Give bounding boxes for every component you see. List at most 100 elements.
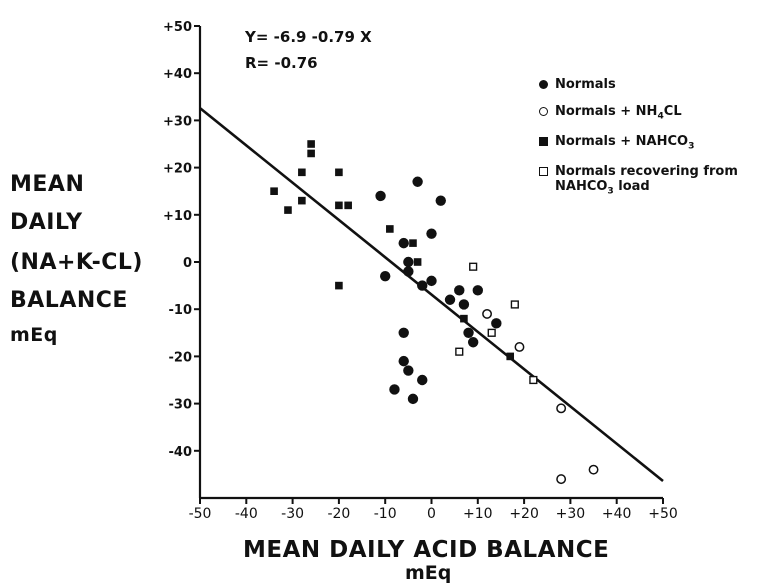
normals-point bbox=[444, 294, 456, 305]
normals-point bbox=[417, 374, 428, 386]
nahco3-point bbox=[460, 314, 468, 323]
legend-label-suffix: CL bbox=[663, 104, 682, 119]
y-tick-label: +30 bbox=[163, 114, 192, 129]
normals-point bbox=[398, 327, 409, 338]
correlation-coefficient: R= -0.76 bbox=[245, 54, 318, 72]
legend-subscript: 3 bbox=[607, 186, 614, 197]
x-axis-label: MEAN DAILY ACID BALANCE bbox=[243, 537, 610, 563]
nh4cl-point bbox=[556, 403, 567, 414]
normals-point bbox=[435, 195, 446, 206]
x-tick-label: -20 bbox=[327, 506, 350, 522]
nahco3-point bbox=[386, 225, 394, 233]
regression-line bbox=[199, 107, 664, 483]
nahco3-point bbox=[298, 196, 306, 205]
nahco3-point bbox=[409, 239, 417, 247]
normals-point bbox=[454, 285, 465, 296]
normals-point bbox=[412, 176, 423, 187]
nahco3-point bbox=[307, 149, 315, 158]
legend-label-line-1: Normals recovering from bbox=[555, 164, 738, 179]
x-tick-label: -50 bbox=[189, 506, 212, 522]
y-tick-label: -20 bbox=[169, 350, 193, 365]
legend-label: Normals + NAHCO bbox=[555, 134, 689, 149]
normals-point bbox=[375, 190, 386, 202]
normals-point bbox=[467, 337, 479, 348]
nahco3-point bbox=[335, 281, 343, 290]
legend-label-suffix: load bbox=[613, 179, 650, 194]
y-axis-label-line-1: MEAN bbox=[10, 172, 85, 197]
normals-point bbox=[458, 299, 470, 310]
x-tick-label: -10 bbox=[374, 506, 397, 522]
x-axis-unit: mEq bbox=[405, 562, 452, 584]
x-tick-label: 0 bbox=[427, 506, 436, 522]
x-tick-label: +10 bbox=[463, 506, 493, 522]
normals-point bbox=[403, 256, 414, 268]
x-tick-label: +50 bbox=[648, 506, 678, 522]
normals-point bbox=[403, 266, 414, 277]
x-tick-label: +30 bbox=[556, 506, 586, 522]
normals-point bbox=[426, 228, 437, 239]
legend-item-nahco3: Normals + NAHCO3 bbox=[539, 134, 695, 155]
regression-line-group bbox=[199, 107, 664, 483]
legend-label: Normals + NH bbox=[555, 104, 658, 119]
recovering-point bbox=[487, 328, 496, 337]
normals-point bbox=[403, 365, 414, 376]
normals-point bbox=[380, 270, 391, 282]
normals-point bbox=[417, 280, 428, 291]
legend-item-normals: Normals bbox=[539, 77, 616, 92]
nh4cl-point bbox=[482, 308, 493, 319]
y-axis-unit: mEq bbox=[10, 324, 58, 346]
legend-label: NAHCO bbox=[555, 179, 608, 194]
x-tick-label: -40 bbox=[235, 506, 258, 522]
y-tick-label: -10 bbox=[169, 303, 193, 318]
normals-point bbox=[463, 327, 474, 338]
legend-label: Normals bbox=[555, 77, 616, 92]
y-axis-label-line-4: BALANCE bbox=[10, 288, 128, 313]
normals-point bbox=[398, 237, 409, 249]
y-tick-label: -30 bbox=[169, 398, 193, 413]
normals-point bbox=[472, 285, 483, 296]
nahco3-point bbox=[344, 201, 352, 210]
regression-equation: Y= -6.9 -0.79 X bbox=[245, 28, 372, 46]
y-tick-label: +40 bbox=[163, 67, 192, 82]
recovering-point bbox=[469, 262, 478, 271]
y-tick-label: +10 bbox=[163, 209, 192, 224]
recovering-point bbox=[455, 347, 464, 356]
normals-point bbox=[491, 318, 502, 329]
recovering-point bbox=[510, 300, 519, 309]
open-square-icon bbox=[539, 167, 548, 176]
y-axis-label-line-2: DAILY bbox=[10, 210, 83, 235]
legend-item-recovering: Normals recovering from NAHCO3 load bbox=[539, 164, 738, 200]
y-axis-label-line-3: (NA+K-CL) bbox=[10, 250, 143, 275]
legend-subscript: 4 bbox=[657, 111, 664, 122]
legend-subscript: 3 bbox=[688, 141, 695, 152]
legend-item-nh4cl: Normals + NH4CL bbox=[539, 104, 682, 125]
nahco3-point bbox=[506, 352, 515, 361]
data-points bbox=[270, 140, 599, 485]
axes bbox=[198, 26, 663, 500]
x-tick-label: -30 bbox=[281, 506, 304, 522]
nahco3-point bbox=[413, 258, 422, 266]
nahco3-point bbox=[335, 201, 343, 210]
nh4cl-point bbox=[556, 474, 567, 485]
normals-point bbox=[389, 384, 400, 395]
nh4cl-point bbox=[588, 464, 599, 475]
y-tick-label: +20 bbox=[163, 162, 192, 177]
filled-circle-icon bbox=[539, 80, 548, 89]
nahco3-point bbox=[298, 168, 306, 177]
y-tick-label: 0 bbox=[183, 256, 192, 271]
open-circle-icon bbox=[539, 107, 548, 116]
ticks: +50 +40 +30 +20 +10 0 -10 -20 -30 -40 -50 -40 -30 -20… bbox=[163, 20, 678, 522]
recovering-point bbox=[529, 375, 538, 385]
nahco3-point bbox=[307, 140, 315, 148]
normals-point bbox=[426, 275, 437, 287]
x-tick-label: +20 bbox=[509, 506, 539, 522]
nahco3-point bbox=[335, 168, 343, 177]
normals-point bbox=[407, 393, 419, 405]
nahco3-point bbox=[270, 187, 278, 195]
normals-point bbox=[398, 355, 409, 367]
y-tick-label: -40 bbox=[169, 445, 193, 460]
nh4cl-point bbox=[514, 342, 525, 352]
x-tick-label: +40 bbox=[602, 506, 632, 522]
filled-square-icon bbox=[539, 137, 548, 146]
